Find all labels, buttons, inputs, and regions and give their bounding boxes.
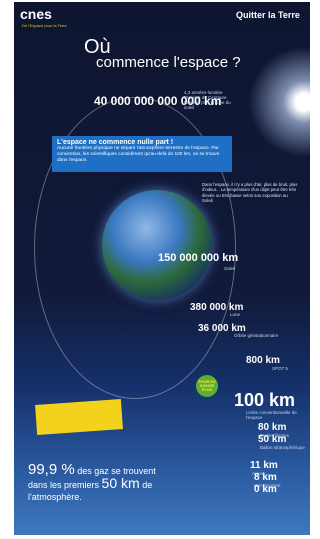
altitude-value: 50 km: [258, 434, 286, 445]
fact-text: de: [142, 480, 152, 490]
altitude-value: 800 km: [246, 355, 280, 366]
intro-body: Aucune frontière physique ne sépare l'at…: [57, 146, 227, 164]
intro-box: L'espace ne commence nulle part ! Aucune…: [52, 136, 232, 172]
intro-heading: L'espace ne commence nulle part !: [57, 139, 227, 146]
fact: 99,9 % des gaz se trouvent dans les prem…: [28, 464, 228, 503]
tagline: De l'Espace pour la Terre: [22, 23, 67, 28]
altitude-label: Soleil: [224, 266, 276, 271]
logo: cnes: [20, 6, 52, 22]
altitude-value: 150 000 000 km: [158, 252, 238, 264]
fact-text: dans les premiers: [28, 480, 99, 490]
sun: [244, 42, 310, 162]
fact-big: 99,9 %: [28, 461, 75, 478]
sticky-note: [35, 399, 123, 435]
altitude-value: 100 km: [234, 390, 295, 411]
altitude-label: Lune: [230, 312, 282, 317]
altitude-label: 4,2 années-lumière Proxima du Centaure É…: [184, 90, 236, 110]
altitude-value: 11 km: [250, 460, 278, 471]
altitude-label: SPOT 5: [272, 366, 310, 371]
section-title: Quitter la Terre: [236, 10, 300, 20]
note: Dans l'espace, il n'y a plus d'air, plus…: [202, 182, 300, 204]
fact-text: l'atmosphère.: [28, 492, 82, 502]
fact-big: 50 km: [102, 475, 140, 491]
altitude-value: 80 km: [258, 422, 286, 433]
altitude-label: Orbite géostationnaire: [234, 333, 286, 338]
altitude-value: 8 km: [254, 472, 277, 483]
badge: POUR EN SAVOIR PLUS: [196, 375, 218, 397]
earth: [102, 190, 212, 300]
altitude-value: 0 km: [254, 484, 277, 495]
poster: cnes De l'Espace pour la Terre Quitter l…: [14, 2, 310, 535]
title-line2: commence l'espace ?: [96, 54, 241, 71]
altitude-label: Limite conventionnelle de l'espace: [246, 410, 298, 420]
page: cnes De l'Espace pour la Terre Quitter l…: [0, 0, 318, 539]
altitude-label: Ballon stratosphérique: [260, 445, 310, 450]
